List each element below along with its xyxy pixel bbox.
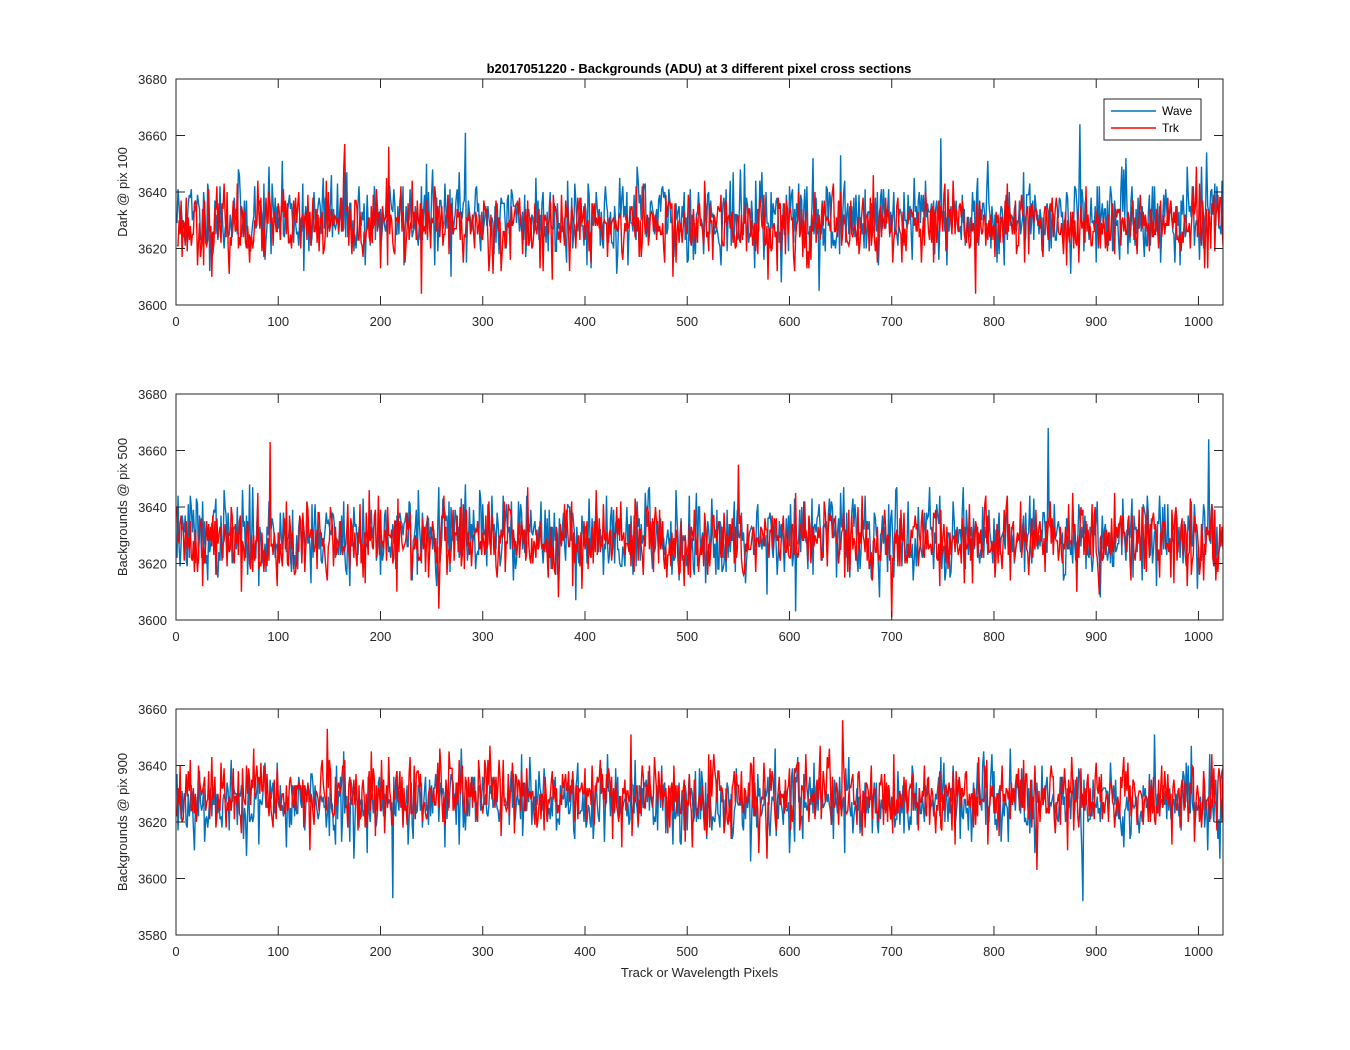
x-tick-label: 900 xyxy=(1085,944,1107,959)
x-tick-label: 700 xyxy=(881,629,903,644)
subplot-1: 0 100 200 300 400 500 600 700 800 900 1000 3600 3620… xyxy=(115,72,1224,329)
y-tick-label: 3660 xyxy=(138,702,167,717)
y-tick-label: 3660 xyxy=(138,444,167,459)
x-tick-label: 800 xyxy=(983,944,1005,959)
x-tick-label: 700 xyxy=(881,944,903,959)
x-tick-label: 300 xyxy=(472,629,494,644)
x-tick-label: 400 xyxy=(574,629,596,644)
x-tick-label: 500 xyxy=(676,629,698,644)
series-line-trk xyxy=(176,441,1223,618)
series-line-wave xyxy=(176,734,1223,902)
legend-label-wave: Wave xyxy=(1162,104,1193,118)
y-tick-label: 3680 xyxy=(138,72,167,87)
y-tick-label: 3660 xyxy=(138,129,167,144)
y-axis-label: Backgrounds @ pix 500 xyxy=(115,438,130,576)
y-axis-label: Backgrounds @ pix 900 xyxy=(115,753,130,891)
legend: Wave Trk xyxy=(1103,98,1202,141)
x-tick-label: 600 xyxy=(779,629,801,644)
x-tick-label: 400 xyxy=(574,944,596,959)
x-tick-label: 0 xyxy=(172,314,179,329)
y-tick-label: 3680 xyxy=(138,387,167,402)
x-tick-label: 600 xyxy=(779,944,801,959)
x-tick-label: 600 xyxy=(779,314,801,329)
y-tick-label: 3640 xyxy=(138,500,167,515)
x-axis-label: Track or Wavelength Pixels xyxy=(621,965,779,980)
series-line-trk xyxy=(177,143,1223,294)
x-tick-label: 200 xyxy=(370,944,392,959)
y-tick-label: 3620 xyxy=(138,815,167,830)
y-tick-label: 3600 xyxy=(138,298,167,313)
y-axis-label: Dark @ pix 100 xyxy=(115,147,130,237)
y-tick-label: 3640 xyxy=(138,759,167,774)
x-tick-label: 800 xyxy=(983,314,1005,329)
x-tick-label: 300 xyxy=(472,314,494,329)
x-tick-label: 0 xyxy=(172,629,179,644)
y-tick-label: 3600 xyxy=(138,872,167,887)
series-line-trk xyxy=(176,720,1223,871)
subplot-2: 0 100 200 300 400 500 600 700 800 900 1000 3600 3620… xyxy=(115,387,1224,644)
y-tick-label: 3580 xyxy=(138,928,167,943)
y-tick-label: 3620 xyxy=(138,242,167,257)
x-tick-label: 1000 xyxy=(1184,944,1213,959)
x-tick-label: 0 xyxy=(172,944,179,959)
x-tick-label: 100 xyxy=(267,944,289,959)
y-tick-label: 3620 xyxy=(138,557,167,572)
x-tick-label: 700 xyxy=(881,314,903,329)
subplots: 0 100 200 300 400 500 600 700 800 900 100036003620… xyxy=(115,72,1224,980)
y-tick-label: 3640 xyxy=(138,185,167,200)
x-tick-label: 100 xyxy=(267,314,289,329)
x-tick-label: 400 xyxy=(574,314,596,329)
x-tick-label: 100 xyxy=(267,629,289,644)
subplot-3: 0 100 200 300 400 500 600 700 800 900 1000 3580 3600… xyxy=(115,702,1224,980)
legend-box xyxy=(1103,98,1202,141)
x-tick-label: 200 xyxy=(370,629,392,644)
series-line-wave xyxy=(176,427,1223,612)
x-tick-label: 900 xyxy=(1085,629,1107,644)
legend-label-trk: Trk xyxy=(1162,121,1180,135)
figure-title: b2017051220 - Backgrounds (ADU) at 3 dif… xyxy=(487,61,912,76)
x-tick-label: 900 xyxy=(1085,314,1107,329)
x-tick-label: 300 xyxy=(472,944,494,959)
x-tick-label: 500 xyxy=(676,314,698,329)
x-tick-label: 500 xyxy=(676,944,698,959)
x-tick-label: 200 xyxy=(370,314,392,329)
x-tick-label: 800 xyxy=(983,629,1005,644)
x-tick-label: 1000 xyxy=(1184,629,1213,644)
x-tick-label: 1000 xyxy=(1184,314,1213,329)
y-tick-label: 3600 xyxy=(138,613,167,628)
